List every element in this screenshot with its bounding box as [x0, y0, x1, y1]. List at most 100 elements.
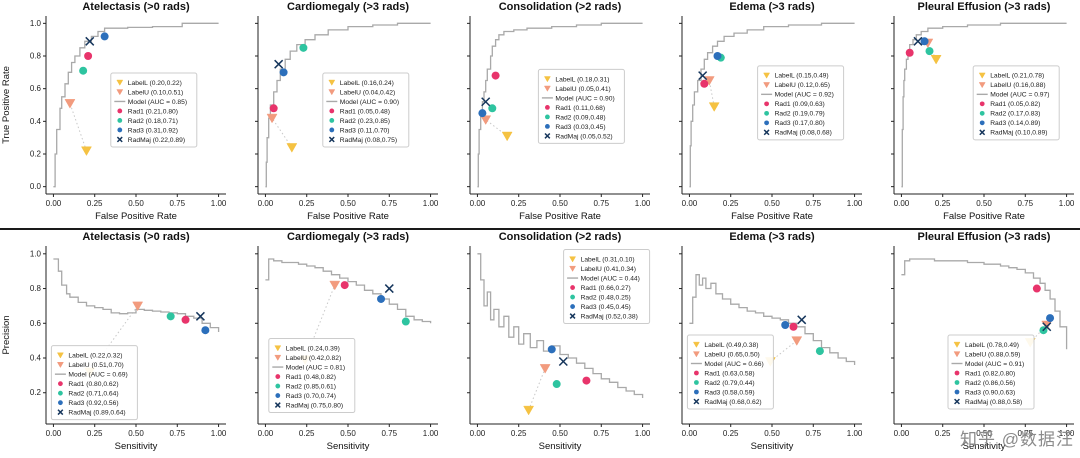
svg-text:0.75: 0.75 [805, 199, 821, 208]
svg-text:0.50: 0.50 [552, 429, 568, 438]
legend-box [322, 72, 410, 148]
legend-icon-rad2 [58, 390, 63, 396]
legend-label-model: Model (AUC = 0.97) [990, 92, 1049, 99]
y-axis [255, 22, 258, 188]
marker-rad1 [582, 376, 591, 385]
svg-text:0.25: 0.25 [299, 429, 315, 438]
marker-labelu [329, 280, 341, 291]
x-axis: 0.00 0.25 0.50 0.75 1.00 [46, 194, 227, 208]
legend-icon-rad1 [979, 101, 985, 107]
chart-title: Cardiomegaly (>3 rads) [287, 1, 409, 13]
x-axis-label: Sensitivity [751, 441, 794, 452]
svg-text:1.00: 1.00 [635, 199, 651, 208]
marker-rad1 [340, 281, 349, 290]
x-axis: 0.00 0.25 0.50 0.75 1.00 [258, 424, 439, 438]
legend-label-rad2: Rad2 (0.19,0.79) [775, 111, 825, 118]
legend-label-rad1: Rad1 (0.05,0.82) [990, 101, 1040, 108]
marker-rad1 [789, 322, 798, 331]
marker-rad3 [781, 321, 790, 330]
legend-box [947, 334, 1035, 410]
legend-label-rad1: Rad1 (0.66,0.27) [581, 285, 631, 292]
marker-radmaj [195, 311, 205, 321]
svg-text:0.75: 0.75 [593, 199, 609, 208]
x-axis: 0.00 0.25 0.50 0.75 1.00 [682, 194, 863, 208]
legend-label-labell: LabelL (0.22,0.32) [68, 353, 122, 360]
svg-text:1.00: 1.00 [1059, 199, 1075, 208]
legend-label-rad3: Rad3 (0.70,0.74) [286, 393, 336, 400]
svg-text:1.00: 1.00 [1059, 429, 1075, 438]
label-connector-line [770, 340, 798, 362]
legend-icon-rad1 [117, 108, 123, 114]
legend-icon-labell [116, 79, 124, 86]
x-axis: 0.00 0.25 0.50 0.75 1.00 [894, 194, 1075, 208]
legend-icon-labelu [569, 265, 577, 272]
chart-pr-cardiomegaly: 0.00 0.25 0.50 0.75 1.00 Cardiomegaly (>3 rad… [255, 231, 439, 452]
marker-labell [81, 146, 92, 156]
legend-label-rad2: Rad2 (0.79,0.44) [704, 380, 754, 387]
svg-text:0.2: 0.2 [30, 149, 42, 158]
legend-label-model: Model (AUC = 0.91) [965, 361, 1024, 368]
marker-rad3 [547, 345, 556, 354]
svg-text:0.50: 0.50 [976, 429, 992, 438]
legend-icon-radmaj [569, 313, 576, 319]
legend-icon-labelu [692, 351, 700, 358]
svg-text:0.75: 0.75 [169, 199, 185, 208]
legend-box [686, 334, 774, 410]
legend-label-labell: LabelL (0.16,0.24) [340, 80, 394, 87]
legend-icon-labell [978, 72, 986, 79]
legend-label-model: Model (AUC = 0.92) [775, 92, 834, 99]
legend-icon-rad3 [764, 120, 769, 126]
legend-label-rad1: Rad1 (0.09,0.63) [775, 101, 825, 108]
legend-icon-labelu [116, 89, 124, 96]
legend-label-labelu: LabelU (0.41,0.34) [581, 266, 636, 273]
marker-labell [708, 102, 720, 112]
legend-label-labell: LabelL (0.49,0.38) [704, 342, 758, 349]
legend-label-radmaj: RadMaj (0.68,0.62) [704, 399, 761, 406]
legend-label-rad1: Rad1 (0.63,0.58) [704, 370, 754, 377]
legend-label-radmaj: RadMaj (0.52,0.38) [581, 313, 638, 320]
legend-icon-rad2 [764, 110, 769, 116]
legend-icon-rad1 [954, 370, 960, 376]
svg-text:1.00: 1.00 [635, 429, 651, 438]
chart-title: Atelectasis (>0 rads) [82, 1, 190, 13]
legend-label-rad2: Rad2 (0.17,0.83) [990, 111, 1040, 118]
legend-icon-radmaj [544, 132, 551, 139]
marker-labell [523, 405, 535, 416]
legend-icon-rad3 [954, 389, 960, 395]
legend-box [972, 65, 1060, 141]
x-axis: 0.00 0.25 0.50 0.75 1.00 [46, 424, 227, 438]
watermark: 知乎 @数据汪 [960, 430, 1074, 449]
legend-icon-rad3 [117, 127, 123, 133]
legend-label-rad3: Rad3 (0.92,0.56) [68, 400, 118, 407]
legend-box [537, 68, 625, 144]
legend-label-rad2: Rad2 (0.09,0.48) [555, 114, 605, 121]
model-curve [689, 22, 855, 188]
legend-label-radmaj: RadMaj (0.75,0.80) [286, 402, 343, 409]
legend-icon-rad1 [570, 285, 575, 290]
chart-title: Pleural Effusion (>3 rads) [918, 231, 1051, 243]
legend-label-rad2: Rad2 (0.23,0.85) [340, 118, 390, 125]
chart-legend: LabelL (0.24,0.39) LabelU (0.42,0.82) Mode… [268, 338, 356, 414]
x-axis-label: Sensitivity [539, 441, 582, 452]
svg-text:0.50: 0.50 [128, 429, 144, 438]
legend-label-labelu: LabelU (0.51,0.70) [68, 362, 123, 369]
marker-rad2 [815, 347, 824, 356]
marker-rad1 [181, 315, 190, 324]
svg-text:0.25: 0.25 [299, 199, 315, 208]
legend-label-radmaj: RadMaj (0.88,0.58) [965, 399, 1022, 406]
legend-label-labelu: LabelU (0.42,0.82) [286, 355, 341, 362]
chart-roc-edema: 0.00 0.25 0.50 0.75 1.00 Edema (>3 rads) False… [679, 1, 863, 222]
y-axis: 0.2 0.4 0.6 0.8 1.0 [30, 249, 46, 397]
marker-rad3 [201, 326, 210, 335]
legend-icon-labelu [328, 89, 336, 96]
marker-labell [501, 131, 513, 142]
svg-text:0.75: 0.75 [1017, 199, 1033, 208]
legend-icon-labell [56, 352, 64, 359]
marker-rad3 [279, 68, 288, 77]
chart-title: Cardiomegaly (>3 rads) [287, 231, 409, 243]
legend-label-rad2: Rad2 (0.48,0.25) [581, 294, 631, 301]
legend-label-labell: LabelL (0.20,0.22) [128, 80, 182, 87]
svg-text:0.00: 0.00 [682, 199, 698, 208]
x-axis-label: False Positive Rate [943, 211, 1025, 222]
legend-box [563, 249, 651, 325]
